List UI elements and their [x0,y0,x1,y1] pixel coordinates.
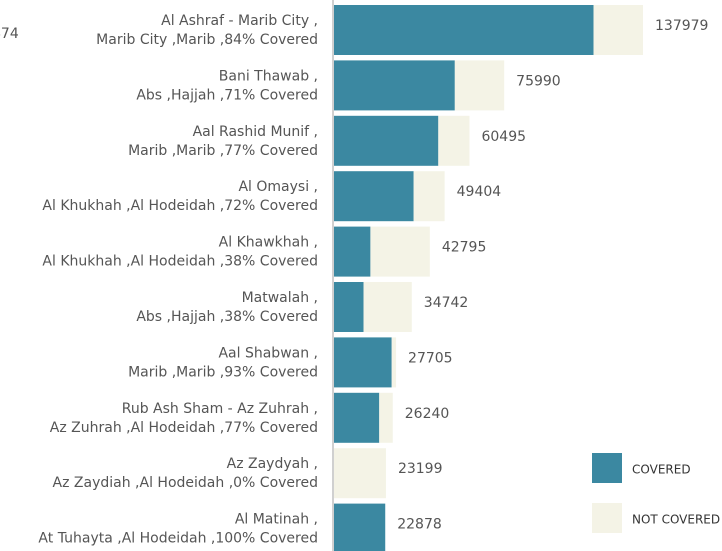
bar-segment [334,5,594,55]
bar-segment [334,282,364,332]
bar-segment [370,226,430,277]
category-label: Abs ,Hajjah ,71% Covered [136,87,318,103]
bar-segment [379,392,393,443]
bar-segment [391,337,397,388]
bar-segment [334,171,414,222]
bar-segment [334,226,371,277]
category-label: Abs ,Hajjah ,38% Covered [136,309,318,325]
bar-segment [334,60,455,111]
total-label: 42795 [442,240,487,256]
legend-label: NOT COVERED [632,513,720,527]
bar-segment [454,60,505,111]
bar-segment [334,503,386,551]
category-label: Al Khukhah ,Al Hodeidah ,72% Covered [42,198,318,214]
category-label: Az Zuhrah ,Al Hodeidah ,77% Covered [50,420,318,436]
legend-label: COVERED [632,463,691,477]
bar-segment [334,115,439,166]
total-label: 26240 [405,406,450,422]
category-label: At Tuhayta ,Al Hodeidah ,100% Covered [38,531,318,547]
legend-swatch [592,453,622,483]
bar-segment [438,115,470,166]
category-label: Bani Thawab , [219,68,318,84]
bar-segment [334,392,380,443]
category-label: Marib ,Marib ,93% Covered [128,364,318,380]
category-label: Al Omaysi , [238,179,318,195]
bar-segment [413,171,445,222]
category-label: Az Zaydyah , [227,456,318,472]
total-label: 137979 [655,18,708,34]
category-label: Aal Shabwan , [218,345,318,361]
category-label: Marib ,Marib ,77% Covered [128,143,318,159]
total-label: 75990 [516,73,561,89]
bar-segment [363,282,412,332]
total-label: 34742 [424,295,469,311]
category-label: Rub Ash Sham - Az Zuhrah , [122,401,318,417]
total-label: 49404 [457,184,502,200]
category-label: Al Khukhah ,Al Hodeidah ,38% Covered [42,254,318,270]
annotation: 474 [0,26,19,42]
total-label: 60495 [481,129,526,145]
category-label: Al Ashraf - Marib City , [161,13,318,29]
category-label: Aal Rashid Munif , [193,124,318,140]
total-label: 27705 [408,350,453,366]
category-label: Matwalah , [242,290,318,306]
bar-segment [334,337,392,388]
category-label: Al Khawkhah , [219,235,318,251]
category-label: Marib City ,Marib ,84% Covered [96,32,318,48]
category-label: Al Matinah , [235,512,318,528]
bar-segment [593,5,643,55]
category-label: Az Zaydiah ,Al Hodeidah ,0% Covered [53,475,318,491]
bar-segment [334,448,386,499]
total-label: 23199 [398,461,443,477]
total-label: 22878 [397,517,442,533]
legend-swatch [592,503,622,533]
